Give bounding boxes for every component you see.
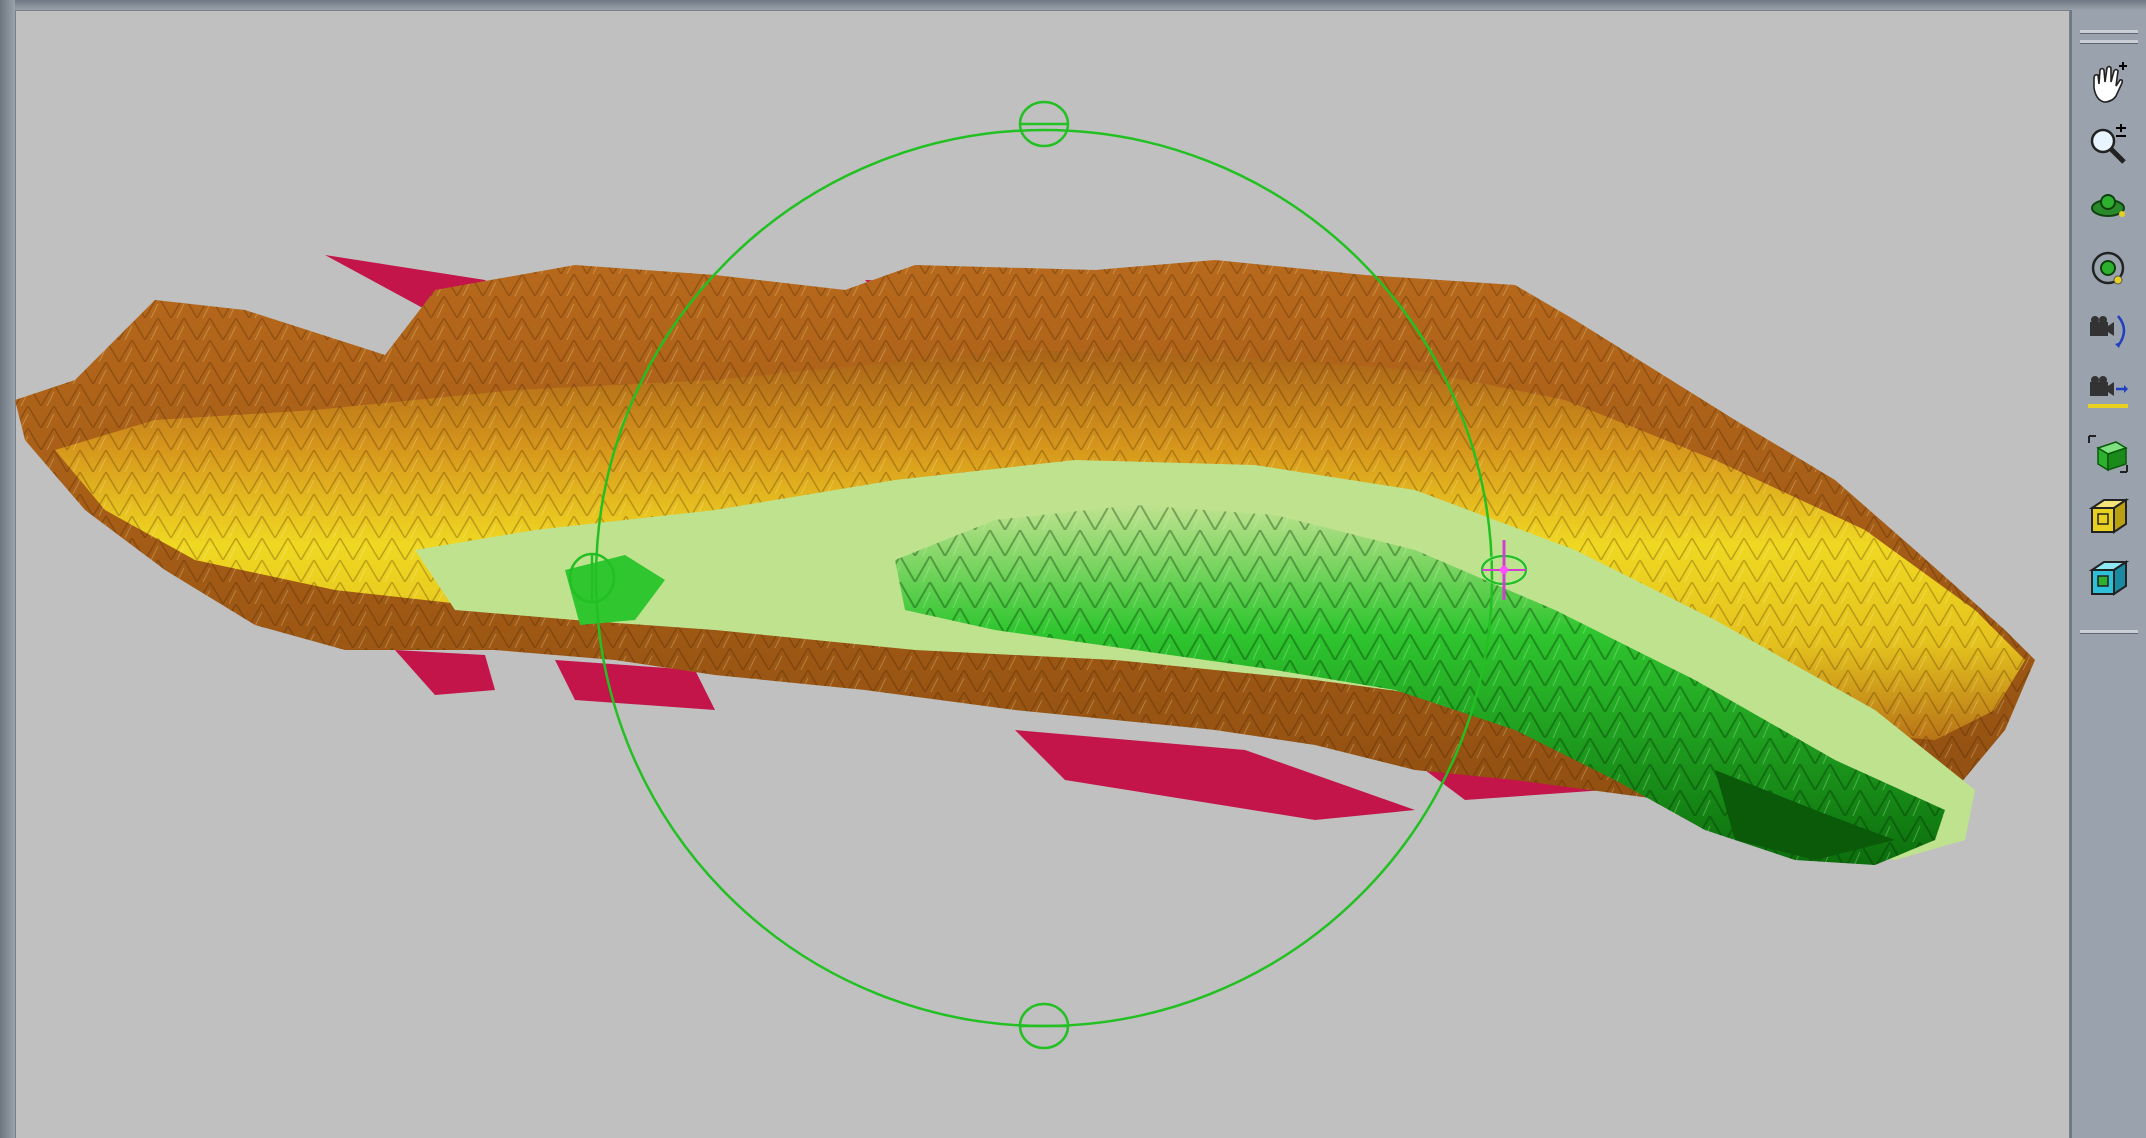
- orbit-icon[interactable]: [2082, 242, 2134, 294]
- rotation-manipulator[interactable]: [568, 100, 1528, 1050]
- camera-rotate-icon[interactable]: [2082, 304, 2134, 356]
- zoom-icon[interactable]: [2082, 120, 2134, 172]
- rotate-object-icon[interactable]: [2082, 180, 2134, 232]
- view-toolbar: [2070, 10, 2146, 1138]
- terrain-scene: [15, 100, 2035, 1050]
- toolbar-bottom-divider: [2080, 630, 2138, 634]
- window-top-border: [0, 0, 2146, 10]
- 3d-viewport[interactable]: [15, 10, 2070, 1138]
- pan-hand-icon[interactable]: [2082, 58, 2134, 110]
- terrain-pale-zone: [415, 460, 1975, 860]
- toolbar-grip-2: [2080, 40, 2138, 44]
- box-view-cyan-icon[interactable]: [2082, 552, 2134, 604]
- fit-view-icon[interactable]: [2082, 428, 2134, 480]
- box-view-yellow-icon[interactable]: [2082, 490, 2134, 542]
- window-left-border: [0, 0, 15, 1138]
- rotation-handle-right[interactable]: [1480, 540, 1528, 600]
- camera-move-icon[interactable]: [2082, 366, 2134, 418]
- toolbar-grip[interactable]: [2080, 30, 2138, 34]
- terrain-small-pit: [565, 555, 665, 625]
